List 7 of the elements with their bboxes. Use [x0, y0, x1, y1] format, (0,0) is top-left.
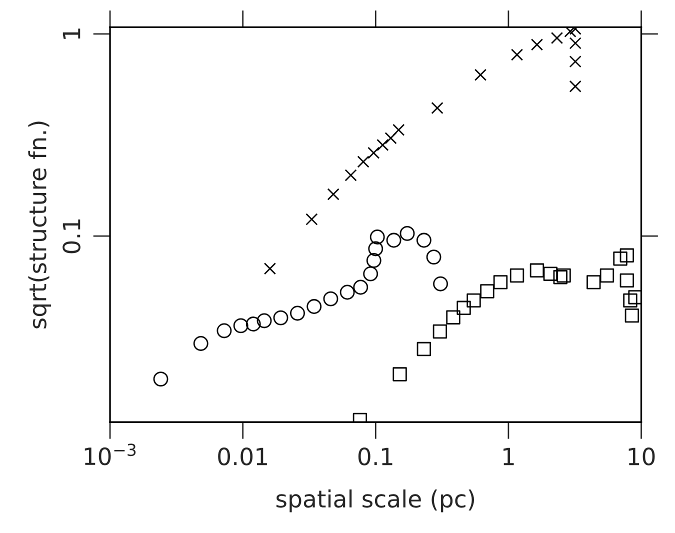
x-tick-label: 0.01 — [218, 448, 267, 466]
y-axis-title: sqrt(structure fn.) — [28, 122, 52, 328]
x-axis-title: spatial scale (pc) — [276, 489, 474, 512]
x-tick-label: 10 — [628, 448, 655, 466]
x-tick-label: 10$^{−3}$ — [84, 444, 136, 466]
x-tick-label: 0.1 — [358, 448, 392, 466]
x-tick-label: 1 — [504, 448, 514, 466]
